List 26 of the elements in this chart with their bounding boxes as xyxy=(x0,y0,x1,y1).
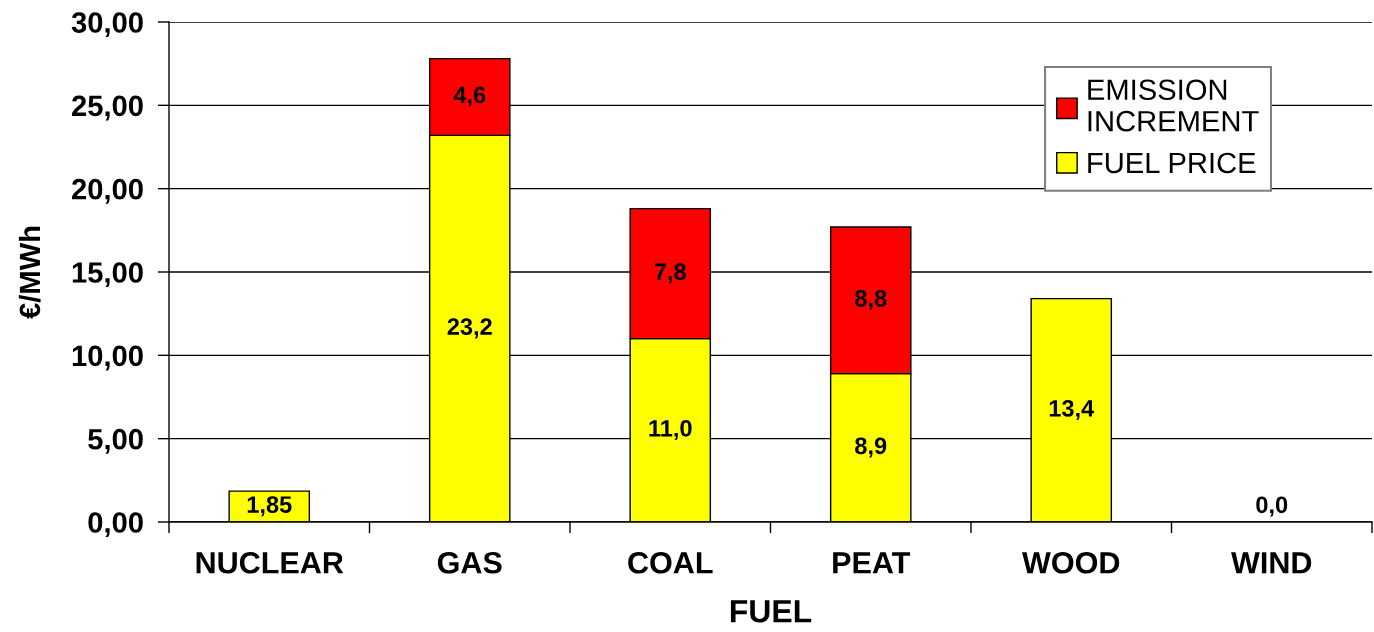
x-axis-title: FUEL xyxy=(730,600,812,623)
y-tick-label: 0,00 xyxy=(88,512,143,538)
data-label: 0,0 xyxy=(1256,496,1288,517)
data-label: 11,0 xyxy=(649,419,692,441)
x-tick-label: NUCLEAR xyxy=(196,551,344,574)
data-label: 8,8 xyxy=(855,289,887,311)
x-tick-label: WIND xyxy=(1231,552,1312,574)
data-label: 4,6 xyxy=(453,86,486,107)
legend-label: FUEL PRICE xyxy=(1088,152,1256,174)
y-tick-label: 20,00 xyxy=(72,178,143,204)
y-tick-label: 15,00 xyxy=(72,262,143,288)
data-label: 7,8 xyxy=(654,263,686,284)
y-tick-label: 5,00 xyxy=(88,428,143,454)
x-tick-label: WOOD xyxy=(1022,551,1120,574)
legend-label: EMISSION INCREMENT xyxy=(1088,79,1259,132)
x-tick-label: PEAT xyxy=(833,552,911,574)
y-tick-label: 30,00 xyxy=(71,12,143,38)
y-axis-title: €/MWh xyxy=(18,226,41,319)
data-label: 23,2 xyxy=(447,318,492,339)
data-label: 8,9 xyxy=(855,437,887,458)
data-label: 1,85 xyxy=(247,496,292,517)
x-tick-label: COAL xyxy=(628,551,713,574)
x-tick-label: GAS xyxy=(437,551,502,574)
data-label: 13,4 xyxy=(1049,399,1095,421)
y-tick-label: 10,00 xyxy=(72,345,143,371)
y-tick-label: 25,00 xyxy=(72,95,143,121)
